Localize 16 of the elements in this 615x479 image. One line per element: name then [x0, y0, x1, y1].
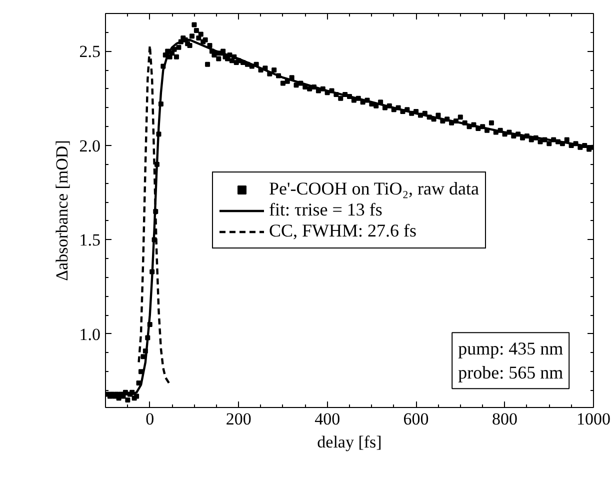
x-tick-label: 600: [403, 410, 429, 428]
annotation: pump: 435 nm probe: 565 nm: [458, 338, 564, 383]
legend-label: Pe'-COOH on TiO₂, raw data: [268, 178, 480, 200]
legend-label: CC, FWHM: 27.6 fs: [268, 220, 417, 242]
y-tick-label: 1.0: [79, 324, 100, 344]
x-tick-label: 400: [314, 410, 340, 428]
y-tick-label: 2.5: [79, 42, 100, 62]
x-tick-label: 0: [146, 410, 154, 428]
x-tick-label: 800: [492, 410, 518, 428]
x-axis-title: delay [fs]: [317, 432, 382, 452]
y-tick-label: 2.0: [79, 136, 100, 156]
x-tick-label: 1000: [576, 410, 610, 428]
y-axis-title: Δabsorbance [mOD]: [52, 140, 72, 281]
legend-label: fit: τrise = 13 fs: [268, 200, 382, 220]
y-tick-label: 1.5: [79, 230, 100, 250]
x-tick-label: 200: [226, 410, 252, 428]
